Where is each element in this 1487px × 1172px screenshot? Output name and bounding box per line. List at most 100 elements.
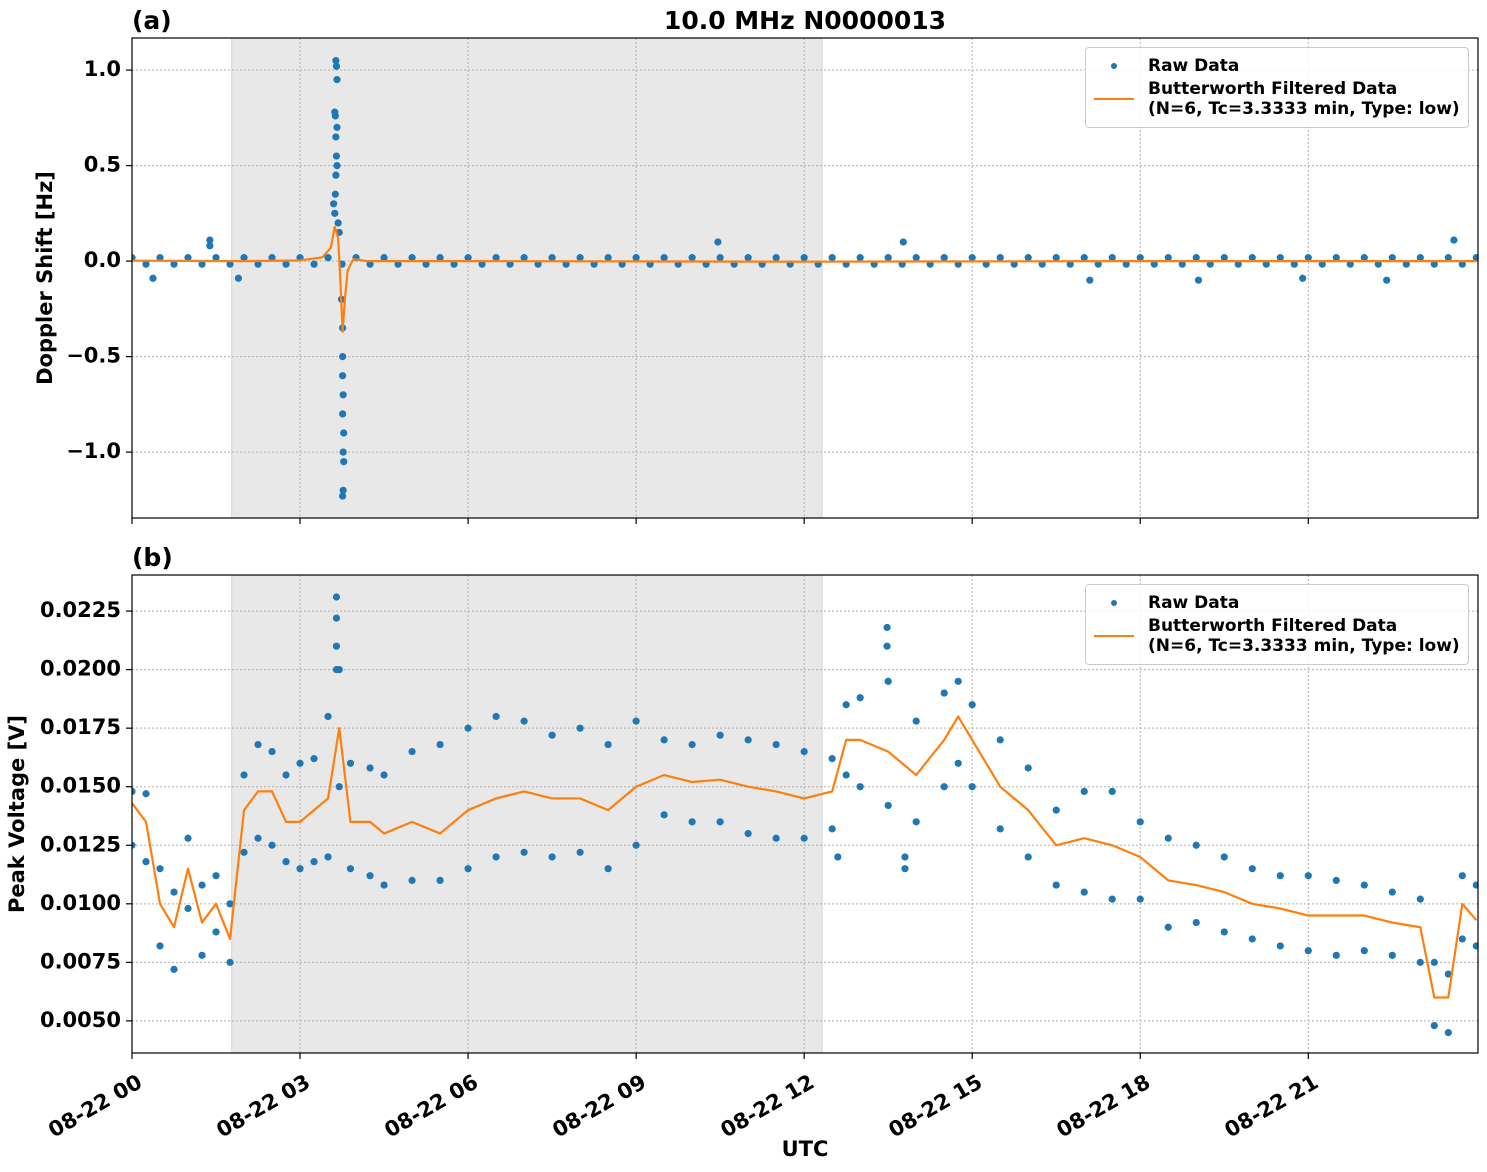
- raw-point: [339, 486, 347, 494]
- y-axis-label: Doppler Shift [Hz]: [33, 171, 57, 385]
- raw-point: [132, 841, 136, 849]
- raw-point: [380, 254, 388, 262]
- raw-point: [1276, 254, 1284, 262]
- raw-point: [1262, 260, 1270, 268]
- raw-point: [156, 865, 164, 873]
- raw-point: [332, 642, 341, 650]
- raw-point: [884, 254, 892, 262]
- raw-point: [1220, 928, 1228, 936]
- raw-point: [436, 876, 444, 884]
- raw-point: [1086, 276, 1094, 284]
- chart-title: 10.0 MHz N0000013: [664, 6, 946, 35]
- raw-point: [1248, 935, 1256, 943]
- raw-point: [912, 818, 920, 826]
- legend-entry: Butterworth Filtered Data (N=6, Tc=3.333…: [1094, 616, 1460, 656]
- raw-point: [492, 712, 500, 721]
- swatch-line: [1094, 98, 1134, 100]
- raw-point: [346, 759, 355, 767]
- legend-swatch: [1094, 593, 1134, 613]
- raw-point: [800, 834, 808, 842]
- raw-point: [339, 492, 347, 500]
- raw-point: [1388, 951, 1396, 959]
- raw-point: [772, 740, 780, 749]
- raw-point: [330, 200, 338, 208]
- raw-point: [240, 848, 248, 856]
- swatch-dot: [1111, 600, 1117, 606]
- raw-point: [324, 254, 332, 262]
- legend-swatch: [1094, 626, 1134, 646]
- raw-point: [576, 724, 584, 732]
- raw-point: [240, 771, 248, 779]
- y-tick-label: 0.0200: [40, 657, 121, 681]
- raw-point: [394, 260, 402, 268]
- raw-point: [520, 717, 528, 725]
- legend: Raw Data Butterworth Filtered Data (N=6, …: [1085, 584, 1469, 665]
- raw-point: [1024, 853, 1032, 861]
- raw-point: [954, 677, 962, 685]
- plot-frame: [131, 37, 1479, 519]
- raw-point: [156, 942, 164, 950]
- raw-point: [1360, 881, 1368, 889]
- y-tick-label: 0.0125: [40, 832, 121, 856]
- panel-label: (b): [132, 543, 173, 572]
- raw-point: [884, 801, 892, 810]
- raw-point: [772, 834, 780, 842]
- raw-point: [520, 848, 528, 856]
- raw-point: [1192, 254, 1200, 262]
- plot-area: [132, 56, 1478, 500]
- raw-point: [206, 236, 214, 244]
- panel-label: (a): [132, 6, 172, 35]
- raw-point: [506, 260, 514, 268]
- raw-point: [1052, 881, 1060, 889]
- legend-label: Butterworth Filtered Data (N=6, Tc=3.333…: [1148, 79, 1460, 119]
- raw-point: [1444, 970, 1452, 978]
- raw-point: [604, 740, 612, 749]
- y-tick-label: −0.5: [66, 344, 121, 368]
- raw-point: [1080, 787, 1088, 795]
- raw-point: [883, 642, 891, 650]
- raw-point: [576, 254, 584, 262]
- plot-area: [132, 593, 1478, 1037]
- raw-point: [422, 260, 430, 268]
- raw-point: [296, 759, 304, 767]
- raw-point: [1194, 276, 1203, 284]
- x-axis-label: UTC: [782, 1137, 829, 1161]
- raw-point: [149, 274, 157, 282]
- raw-point: [1346, 260, 1354, 268]
- x-tick-label: 08-22 09: [548, 1070, 650, 1143]
- raw-point: [464, 865, 472, 873]
- raw-point: [940, 783, 948, 791]
- x-tick-label: 08-22 03: [212, 1070, 314, 1143]
- raw-point: [912, 717, 920, 725]
- raw-point: [380, 881, 388, 889]
- raw-point: [912, 254, 920, 262]
- raw-point: [334, 219, 342, 227]
- raw-point: [716, 731, 724, 739]
- raw-point: [335, 783, 343, 791]
- raw-point: [1276, 942, 1284, 950]
- raw-point: [1248, 865, 1256, 873]
- raw-point: [254, 740, 262, 749]
- raw-point: [834, 853, 842, 861]
- x-tick-label: 08-22 06: [380, 1070, 482, 1143]
- raw-point: [1024, 764, 1032, 772]
- raw-point: [142, 858, 150, 866]
- raw-point: [366, 260, 374, 268]
- x-tick-label: 08-22 18: [1053, 1070, 1155, 1143]
- raw-point: [331, 209, 339, 217]
- raw-point: [899, 238, 907, 246]
- raw-point: [842, 701, 850, 709]
- raw-point: [366, 872, 374, 880]
- raw-point: [492, 254, 500, 262]
- legend-entry: Raw Data: [1094, 56, 1460, 76]
- raw-point: [1094, 260, 1102, 268]
- raw-point: [714, 238, 722, 246]
- raw-point: [1164, 834, 1172, 842]
- raw-point: [1450, 236, 1458, 244]
- raw-point: [800, 254, 808, 262]
- raw-point: [996, 825, 1004, 833]
- raw-point: [1416, 958, 1424, 966]
- y-tick-label: −1.0: [66, 439, 121, 463]
- raw-point: [1080, 888, 1088, 896]
- raw-point: [170, 260, 178, 268]
